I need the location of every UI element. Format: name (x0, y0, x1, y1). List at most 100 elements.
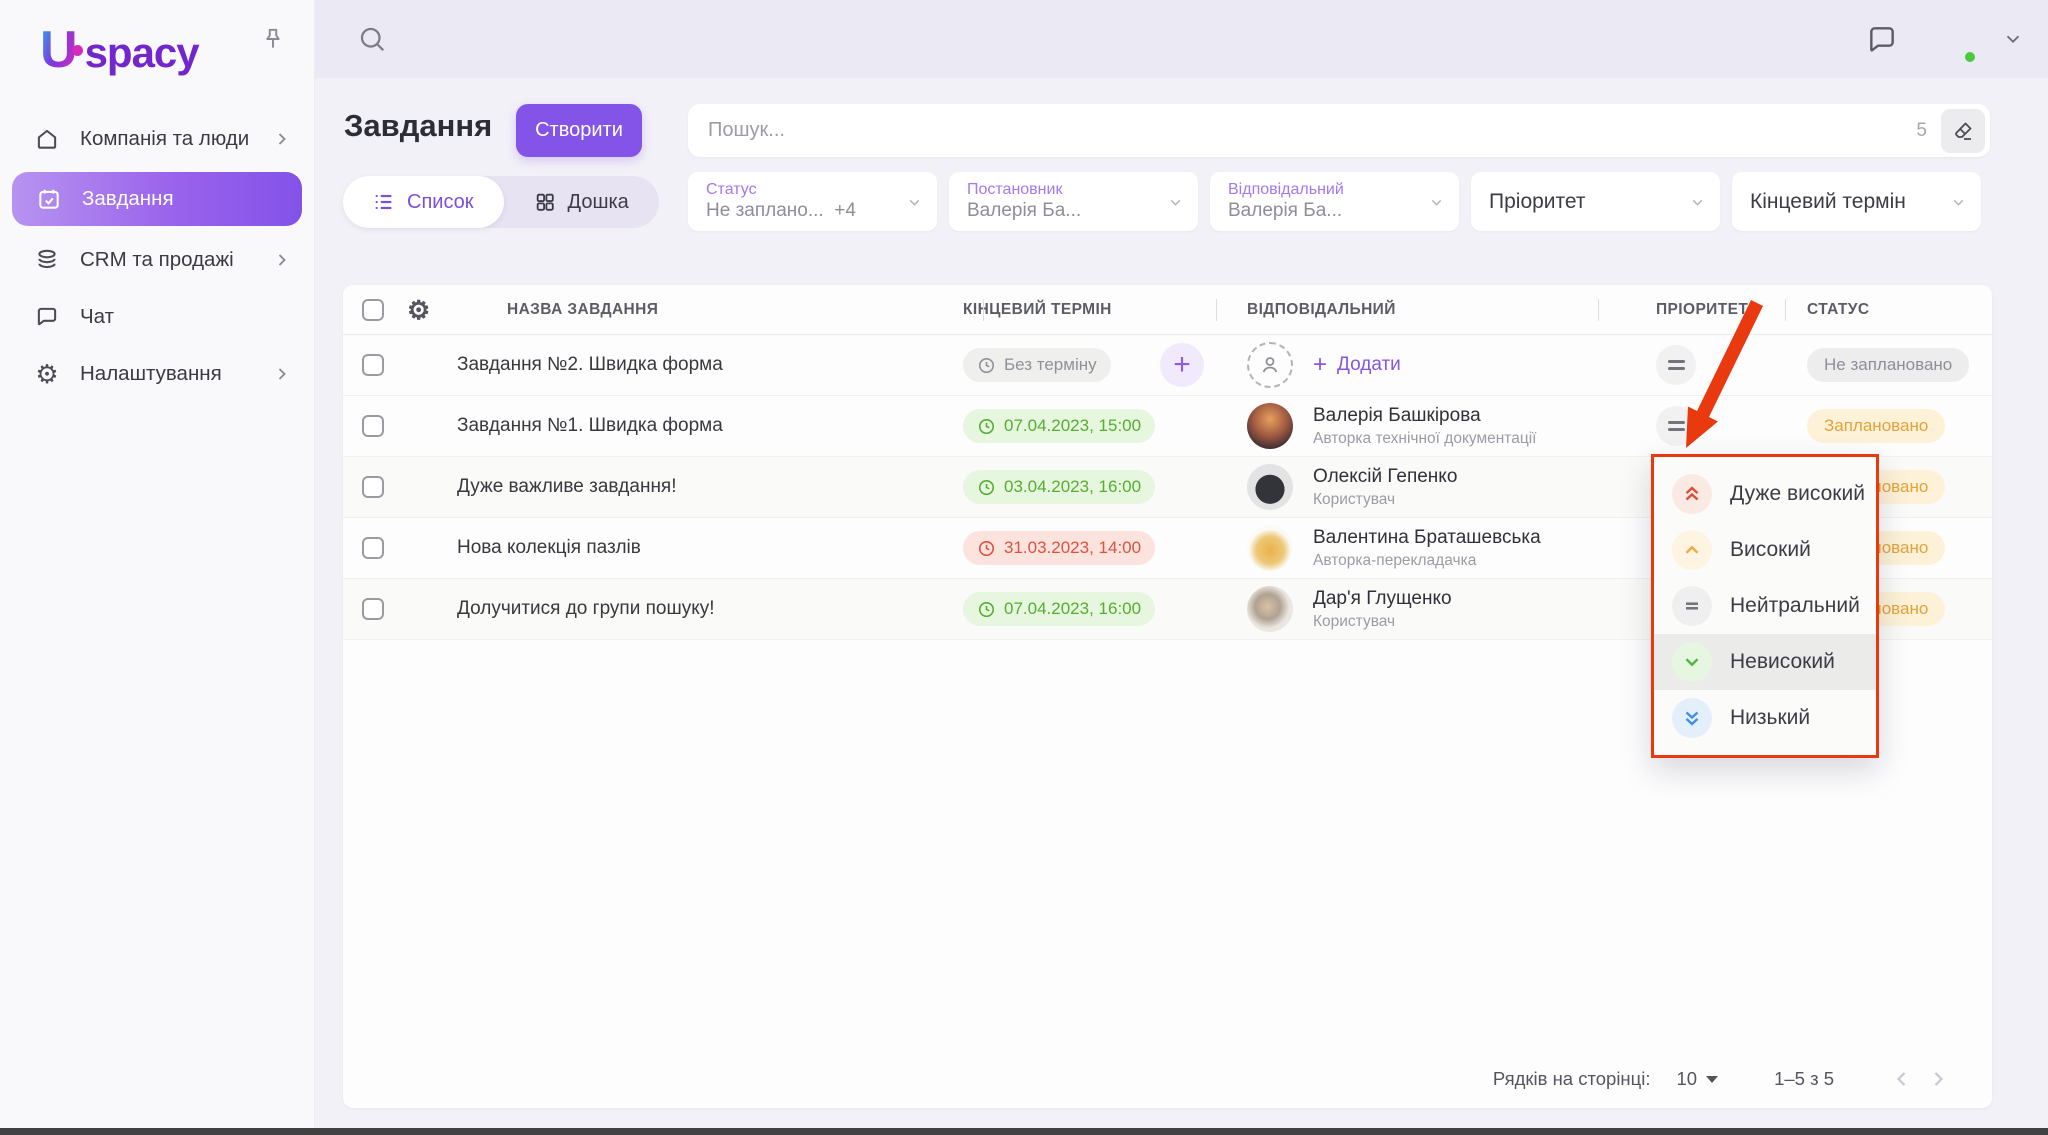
logo-dot (71, 45, 83, 57)
pin-sidebar-icon[interactable] (260, 26, 286, 52)
window-bottom-edge (0, 1128, 2048, 1135)
filter-value: Валерія Ба... (1228, 200, 1343, 221)
due-date-pill[interactable]: 07.04.2023, 15:00 (963, 409, 1156, 443)
add-due-date-button[interactable]: + (1160, 343, 1204, 387)
sidebar-item-label: CRM та продажі (80, 247, 234, 271)
clock-icon (978, 418, 995, 434)
responsible-avatar[interactable] (1247, 586, 1293, 632)
table-settings-gear-icon[interactable]: ⚙ (407, 294, 431, 325)
eraser-icon (1955, 122, 1972, 140)
sidebar-item-settings[interactable]: ⚙ Налаштування (0, 345, 314, 402)
responsible-role: Авторка-перекладачка (1313, 551, 1477, 569)
due-date-pill[interactable]: 31.03.2023, 14:00 (963, 531, 1156, 565)
task-name[interactable]: Завдання №1. Швидка форма (457, 415, 723, 436)
chevron-right-icon (272, 364, 292, 384)
previous-page-button[interactable] (1884, 1061, 1920, 1097)
table-header-row: ⚙ НАЗВА ЗАВДАННЯ КІНЦЕВИЙ ТЕРМІН ВІДПОВІ… (343, 285, 1992, 335)
responsible-avatar[interactable] (1247, 525, 1293, 571)
priority-neutral-icon[interactable] (1656, 406, 1696, 446)
task-name[interactable]: Долучитися до групи пошуку! (457, 598, 715, 619)
sidebar-item-label: Завдання (82, 187, 174, 211)
tab-label: Дошка (567, 190, 629, 213)
column-header-status[interactable]: СТАТУС (1807, 300, 1870, 318)
responsible-name[interactable]: Валентина Браташевська (1313, 526, 1541, 548)
responsible-name[interactable]: Дар'я Глущенко (1313, 587, 1452, 609)
priority-low-icon (1672, 642, 1712, 682)
filter-priority[interactable]: Пріоритет (1471, 172, 1720, 231)
profile-chevron-down-icon[interactable] (2002, 28, 2024, 50)
board-grid-icon (536, 193, 554, 211)
responsible-role: Користувач (1313, 612, 1396, 630)
table-row[interactable]: Завдання №2. Швидка форма Без терміну + … (343, 335, 1992, 396)
priority-neutral-icon[interactable] (1656, 345, 1696, 385)
due-date-pill[interactable]: Без терміну (963, 348, 1111, 382)
tab-list-view[interactable]: Список (343, 176, 504, 228)
row-checkbox[interactable] (362, 476, 384, 498)
clock-icon (978, 540, 995, 556)
create-task-button[interactable]: Створити (516, 104, 642, 157)
select-all-checkbox[interactable] (362, 298, 384, 321)
priority-option-label: Дуже високий (1730, 482, 1865, 505)
global-search-icon[interactable] (357, 24, 387, 54)
calendar-check-icon (34, 186, 64, 212)
responsible-avatar[interactable] (1247, 464, 1293, 510)
status-badge[interactable]: Заплановано (1807, 409, 1946, 443)
row-checkbox[interactable] (362, 354, 384, 376)
priority-option-label: Низький (1730, 706, 1811, 729)
priority-option-high[interactable]: Високий (1654, 522, 1876, 578)
priority-option-low[interactable]: Невисокий (1654, 634, 1876, 690)
column-header-due[interactable]: КІНЦЕВИЙ ТЕРМІН (963, 300, 1112, 318)
clear-filters-button[interactable] (1941, 108, 1985, 153)
sidebar-item-crm[interactable]: CRM та продажі (0, 231, 314, 288)
rows-per-page-select[interactable]: 10 (1677, 1068, 1719, 1090)
filter-author[interactable]: Постановник Валерія Ба... (949, 172, 1198, 231)
task-name[interactable]: Нова колекція пазлів (457, 537, 641, 558)
messages-icon[interactable] (1866, 23, 1898, 55)
column-header-priority[interactable]: ПРІОРИТЕТ (1656, 300, 1749, 318)
sidebar-item-company[interactable]: Компанія та люди (0, 110, 314, 167)
filter-status[interactable]: Статус Не заплано... +4 (688, 172, 937, 231)
chevron-right-icon (272, 129, 292, 149)
chevron-down-icon (1950, 194, 1967, 211)
row-checkbox[interactable] (362, 537, 384, 559)
priority-option-label: Нейтральний (1730, 594, 1860, 617)
row-checkbox[interactable] (362, 598, 384, 620)
filter-responsible[interactable]: Відповідальний Валерія Ба... (1210, 172, 1459, 231)
next-page-button[interactable] (1920, 1061, 1956, 1097)
task-search-input[interactable] (708, 119, 1917, 142)
pagination-bar: Рядків на сторінці: 10 1–5 з 5 (343, 1050, 1992, 1108)
filter-value: Не заплано... (706, 200, 824, 221)
chat-bubble-icon (32, 304, 62, 330)
responsible-avatar[interactable] (1247, 403, 1293, 449)
table-row[interactable]: Завдання №1. Швидка форма 07.04.2023, 15… (343, 396, 1992, 457)
clock-icon (978, 601, 995, 617)
rows-per-page-value: 10 (1676, 1068, 1698, 1089)
priority-option-highest[interactable]: Дуже високий (1654, 466, 1876, 522)
due-date-pill[interactable]: 07.04.2023, 16:00 (963, 592, 1156, 626)
responsible-role: Користувач (1313, 490, 1396, 508)
sidebar-nav: Компанія та люди Завдання CRM та продажі (0, 110, 314, 402)
caret-down-icon (1706, 1075, 1719, 1083)
add-responsible-button[interactable]: + Додати (1313, 351, 1401, 378)
filter-deadline[interactable]: Кінцевий термін (1732, 172, 1981, 231)
responsible-name[interactable]: Олексій Гепенко (1313, 465, 1458, 487)
user-avatar[interactable] (1924, 13, 1978, 65)
task-name[interactable]: Дуже важливе завдання! (457, 476, 677, 497)
column-header-responsible[interactable]: ВІДПОВІДАЛЬНИЙ (1247, 300, 1396, 318)
column-header-name[interactable]: НАЗВА ЗАВДАННЯ (507, 300, 659, 318)
sidebar-item-chat[interactable]: Чат (0, 288, 314, 345)
responsible-name[interactable]: Валерія Башкірова (1313, 404, 1481, 426)
chevron-down-icon (1167, 194, 1184, 211)
logo-letter-u: U (40, 21, 78, 79)
responsible-role: Авторка технічної документації (1313, 429, 1537, 447)
due-date-pill[interactable]: 03.04.2023, 16:00 (963, 470, 1156, 504)
row-checkbox[interactable] (362, 415, 384, 437)
status-badge[interactable]: Не заплановано (1807, 348, 1970, 382)
task-name[interactable]: Завдання №2. Швидка форма (457, 354, 723, 375)
sidebar-item-tasks[interactable]: Завдання (12, 172, 302, 227)
priority-option-lowest[interactable]: Низький (1654, 690, 1876, 746)
priority-option-neutral[interactable]: Нейтральний (1654, 578, 1876, 634)
clock-icon (978, 479, 995, 495)
tab-board-view[interactable]: Дошка (504, 176, 659, 228)
